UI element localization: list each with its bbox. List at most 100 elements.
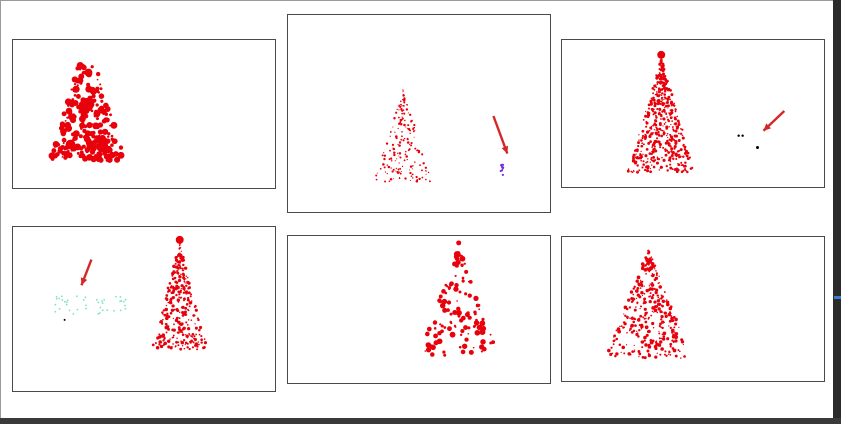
point: [756, 146, 759, 150]
render-panel-6: [561, 236, 825, 382]
tree-point: [178, 264, 181, 267]
tree-point: [619, 325, 621, 328]
tree-point: [643, 339, 646, 342]
tree-point: [181, 327, 185, 331]
tree-point: [180, 267, 182, 270]
tree-point: [649, 292, 652, 295]
tree-point: [170, 308, 175, 313]
tree-point: [172, 317, 175, 320]
tree-point: [414, 129, 416, 132]
tree-point: [409, 171, 412, 175]
tree-point: [179, 322, 184, 326]
tree-point: [669, 98, 672, 101]
tree-point: [167, 345, 171, 349]
tree-point: [660, 314, 664, 319]
tree-point: [634, 324, 637, 327]
tree-point: [167, 301, 170, 304]
tree-point: [646, 349, 650, 353]
tree-point: [662, 331, 667, 336]
point: [110, 121, 118, 129]
tree-point: [159, 334, 163, 338]
point: [97, 301, 100, 304]
tree-point: [176, 337, 178, 339]
point: [95, 298, 98, 301]
point: [61, 137, 67, 143]
point: [101, 106, 104, 109]
tree-point: [670, 150, 673, 153]
tree-point: [383, 166, 386, 169]
tree-point: [389, 130, 392, 133]
render-panel-2: [287, 14, 551, 213]
tree-point: [670, 328, 675, 333]
tree-point: [393, 153, 396, 157]
tree-point: [655, 76, 658, 79]
tree-point: [658, 62, 662, 66]
tree-point: [657, 140, 661, 144]
tree-point: [674, 153, 678, 157]
tree-point: [648, 251, 651, 255]
tree-point: [439, 323, 442, 326]
tree-point: [658, 275, 660, 278]
tree-point: [165, 331, 168, 334]
tree-point: [181, 333, 185, 337]
tree-point: [670, 93, 674, 97]
point: [58, 297, 61, 300]
tree-point: [656, 108, 659, 111]
tree-point: [480, 350, 484, 353]
tree-point: [652, 113, 655, 116]
point: [76, 151, 80, 155]
tree-point: [467, 326, 471, 330]
point: [105, 106, 111, 112]
tree-point: [678, 350, 681, 353]
tree-point: [660, 100, 663, 103]
tree-point: [197, 318, 200, 322]
tree-point: [680, 128, 682, 130]
tree-point: [183, 347, 186, 350]
tree-point: [667, 312, 671, 317]
point-cloud-tree-5: [424, 240, 496, 357]
tree-point: [629, 327, 632, 331]
point: [95, 124, 100, 130]
tree-point: [641, 134, 645, 138]
tree-point: [667, 151, 671, 154]
tree-point: [636, 149, 639, 153]
tree-point: [162, 309, 166, 312]
tree-point: [637, 144, 640, 148]
tree-point: [676, 115, 679, 118]
tree-point: [609, 352, 613, 357]
tree-point: [659, 322, 662, 326]
tree-point: [170, 291, 174, 295]
tree-point: [639, 314, 643, 318]
tree-point: [681, 129, 683, 131]
tree-point: [662, 72, 665, 74]
tree-point: [669, 145, 672, 148]
tree-point: [623, 313, 625, 315]
tree-point: [163, 344, 165, 347]
vertical-scrollbar[interactable]: [833, 0, 841, 424]
point: [737, 134, 740, 137]
tree-point: [174, 262, 177, 265]
tree-point: [182, 273, 186, 277]
tree-point: [421, 153, 424, 156]
tree-point: [658, 169, 660, 171]
tree-point: [397, 116, 400, 119]
tree-point: [637, 283, 641, 287]
tree-point: [459, 318, 464, 323]
tree-point: [184, 306, 188, 310]
tree-point: [632, 287, 635, 290]
tree-point: [406, 127, 408, 129]
tree-point: [404, 153, 407, 156]
tree-point: [657, 343, 662, 347]
tree-star: [657, 50, 666, 59]
tree-point: [385, 142, 389, 145]
tree-point: [644, 264, 647, 267]
tree-point: [648, 107, 651, 110]
point: [94, 110, 97, 113]
tree-point: [151, 343, 155, 347]
tree-point: [172, 336, 175, 339]
tree-point: [645, 161, 647, 164]
tree-point: [194, 342, 199, 346]
tree-point: [467, 332, 470, 335]
tree-point: [155, 345, 160, 350]
tree-point: [652, 124, 654, 127]
